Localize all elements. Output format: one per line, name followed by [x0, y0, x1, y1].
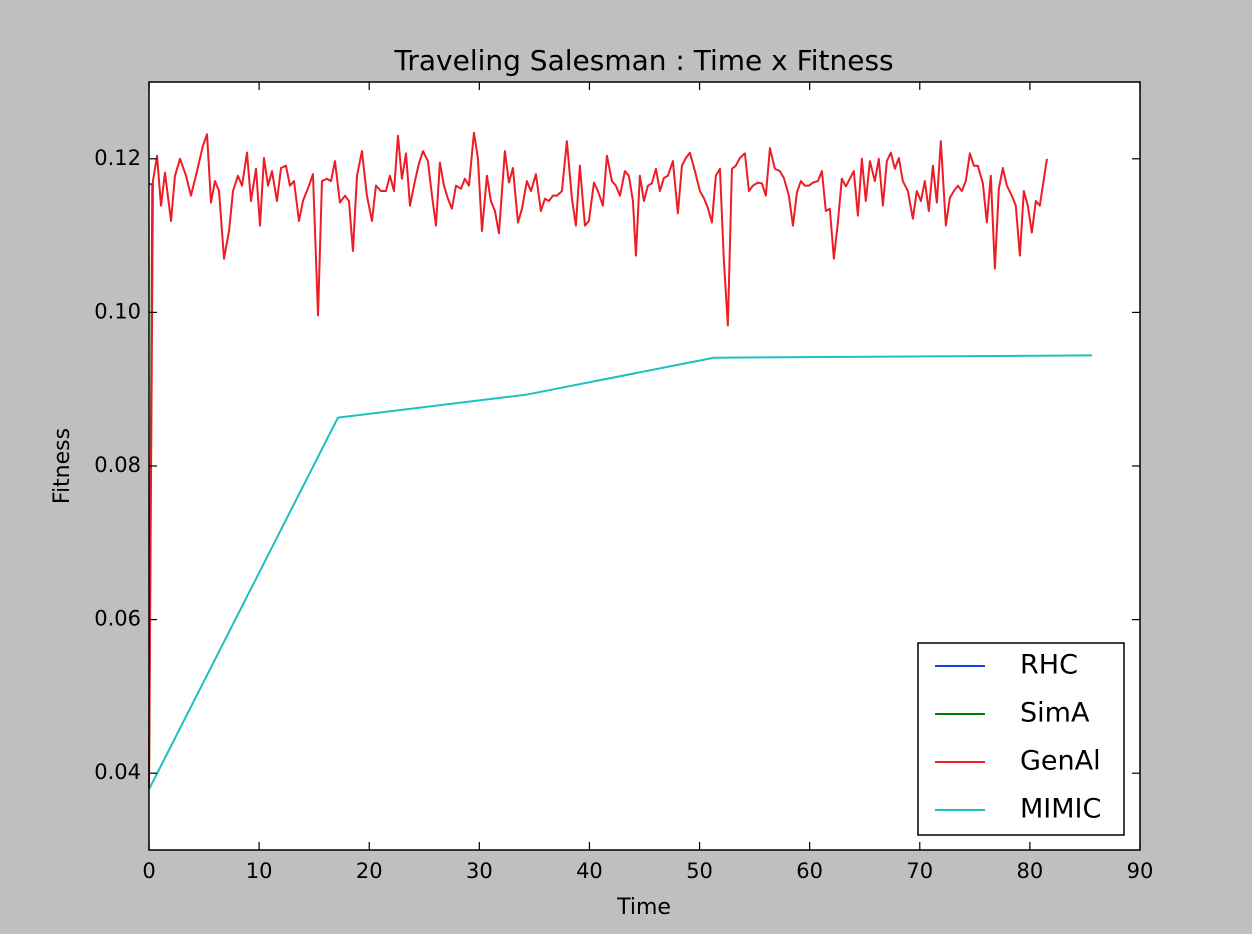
x-tick-label: 80	[1017, 859, 1044, 883]
x-tick-label: 60	[796, 859, 823, 883]
x-tick-label: 70	[906, 859, 933, 883]
x-tick-label: 50	[686, 859, 713, 883]
y-tick-label: 0.04	[94, 760, 141, 784]
x-tick-label: 10	[246, 859, 273, 883]
legend-label: SimA	[1020, 698, 1090, 729]
x-tick-label: 40	[576, 859, 603, 883]
x-tick-label: 30	[466, 859, 493, 883]
x-tick-label: 0	[142, 859, 155, 883]
series-line	[148, 354, 1092, 790]
y-tick-label: 0.08	[94, 453, 141, 477]
series-line	[148, 131, 1048, 790]
legend-box	[917, 642, 1125, 836]
y-tick-label: 0.10	[94, 299, 141, 323]
y-tick-label: 0.12	[94, 146, 141, 170]
y-axis-label: Fitness	[50, 428, 75, 504]
legend-label: GenAl	[1020, 746, 1101, 777]
y-tick-label: 0.06	[94, 607, 141, 631]
x-tick-label: 20	[356, 859, 383, 883]
x-tick-label: 90	[1127, 859, 1154, 883]
legend-label: RHC	[1020, 650, 1078, 681]
x-axis-label: Time	[616, 895, 671, 920]
legend-label: MIMIC	[1020, 794, 1101, 825]
chart-title: Traveling Salesman : Time x Fitness	[393, 44, 893, 77]
